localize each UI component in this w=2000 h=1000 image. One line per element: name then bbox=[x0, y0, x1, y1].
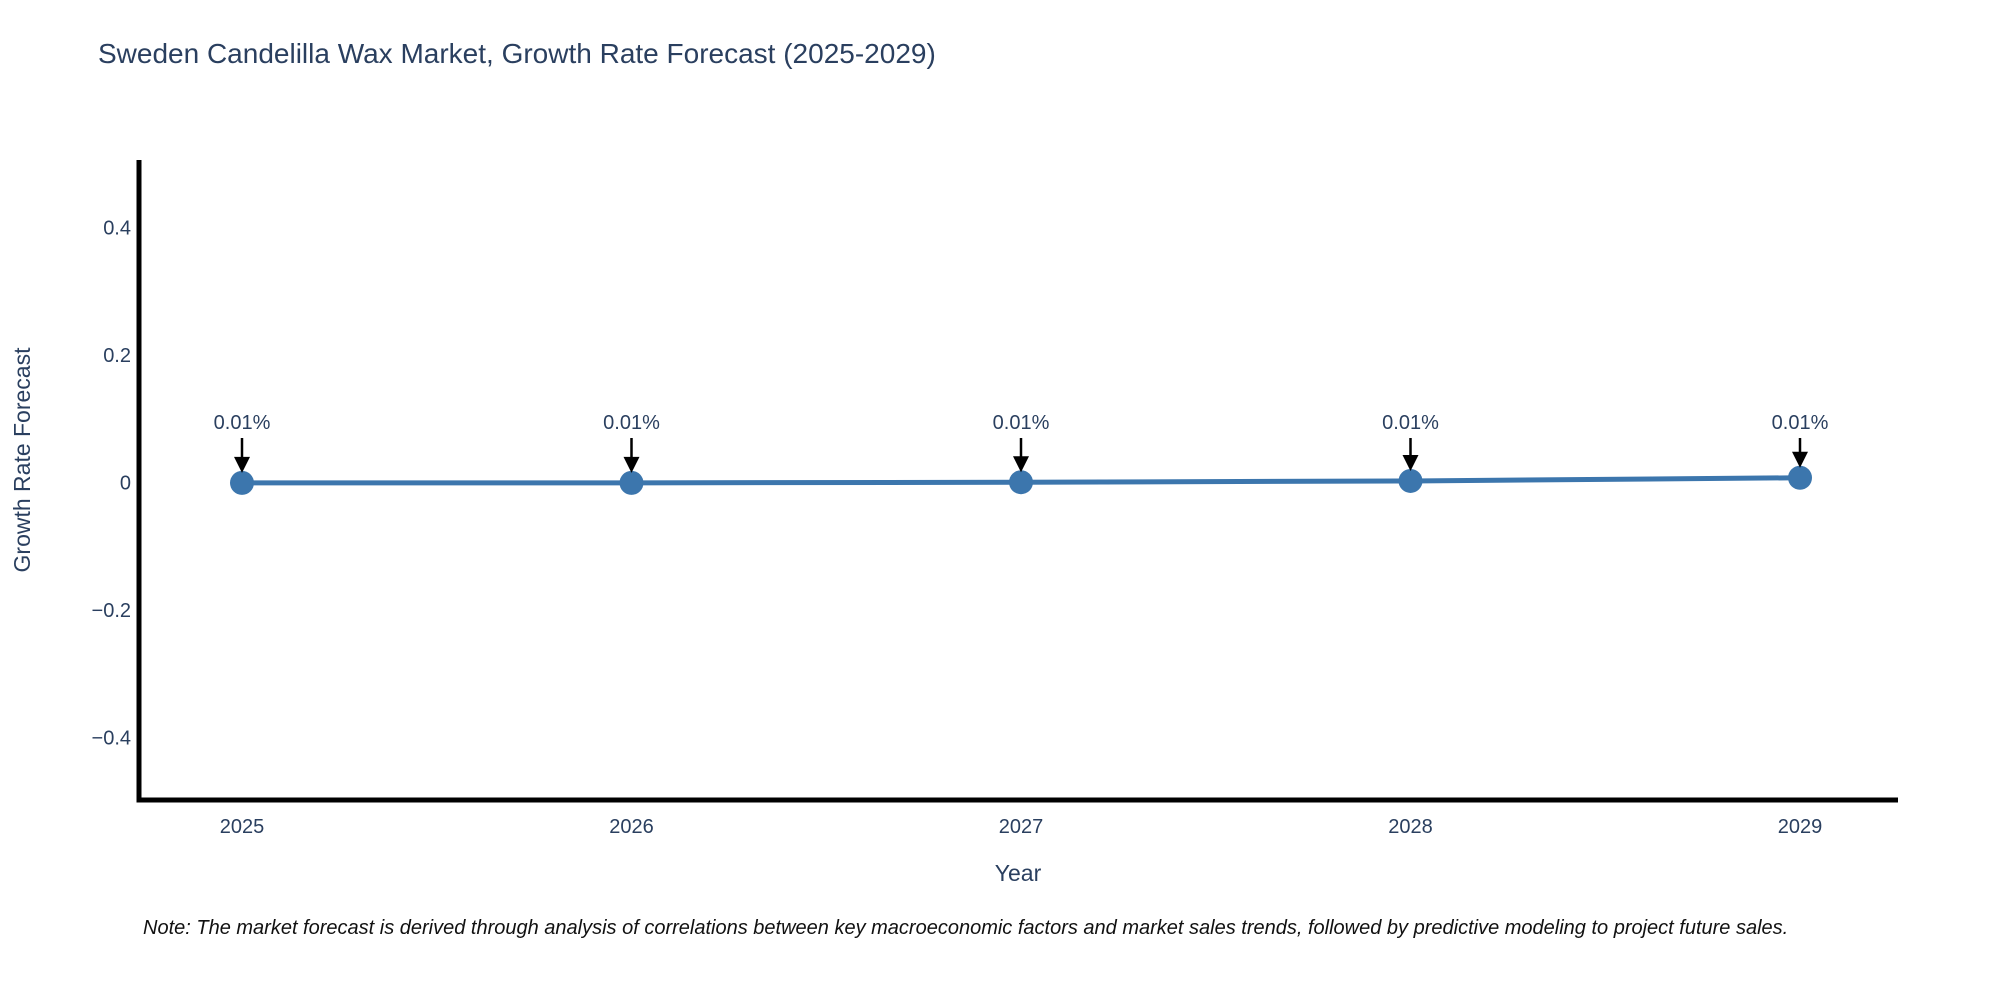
annotation-arrowhead-icon bbox=[1792, 451, 1808, 468]
annotation-arrowhead-icon bbox=[623, 456, 640, 473]
data-point-2025[interactable] bbox=[230, 470, 254, 495]
chart-title: Sweden Candelilla Wax Market, Growth Rat… bbox=[98, 38, 936, 69]
annotation-arrowhead-icon bbox=[1013, 456, 1029, 473]
x-tick-label: 2026 bbox=[609, 816, 654, 838]
x-axis-title: Year bbox=[995, 860, 1042, 886]
y-axis-title: Growth Rate Forecast bbox=[9, 347, 35, 573]
y-tick-label: 0.4 bbox=[103, 218, 131, 240]
footnote: Note: The market forecast is derived thr… bbox=[143, 917, 1789, 939]
annotation-label: 0.01% bbox=[1382, 412, 1439, 434]
annotation-arrowhead-icon bbox=[234, 456, 250, 473]
y-tick-label: −0.4 bbox=[92, 728, 131, 750]
data-point-2026[interactable] bbox=[619, 470, 644, 495]
annotation-arrowhead-icon bbox=[1402, 454, 1419, 471]
series-group bbox=[230, 465, 1812, 495]
y-tick-label: 0.2 bbox=[103, 345, 131, 367]
annotation-label: 0.01% bbox=[1772, 412, 1829, 434]
data-point-2028[interactable] bbox=[1398, 468, 1423, 493]
annotation-label: 0.01% bbox=[603, 412, 660, 434]
x-tick-label: 2028 bbox=[1388, 816, 1433, 838]
y-tick-label: −0.2 bbox=[92, 600, 131, 622]
y-tick-label: 0 bbox=[120, 473, 131, 495]
x-tick-label: 2027 bbox=[999, 816, 1044, 838]
x-tick-label: 2029 bbox=[1778, 816, 1823, 838]
annotation-label: 0.01% bbox=[993, 412, 1050, 434]
data-point-2027[interactable] bbox=[1009, 470, 1033, 495]
x-axis-ticks: 2025 2026 2027 2028 2029 bbox=[220, 816, 1823, 838]
x-tick-label: 2025 bbox=[220, 816, 265, 838]
annotation-label: 0.01% bbox=[214, 412, 271, 434]
data-point-2029[interactable] bbox=[1788, 465, 1812, 490]
y-axis-ticks: 0.4 0.2 0 −0.2 −0.4 bbox=[92, 218, 131, 750]
annotations-group: 0.01% 0.01% 0.01% 0.01% 0.01% bbox=[214, 412, 1829, 473]
